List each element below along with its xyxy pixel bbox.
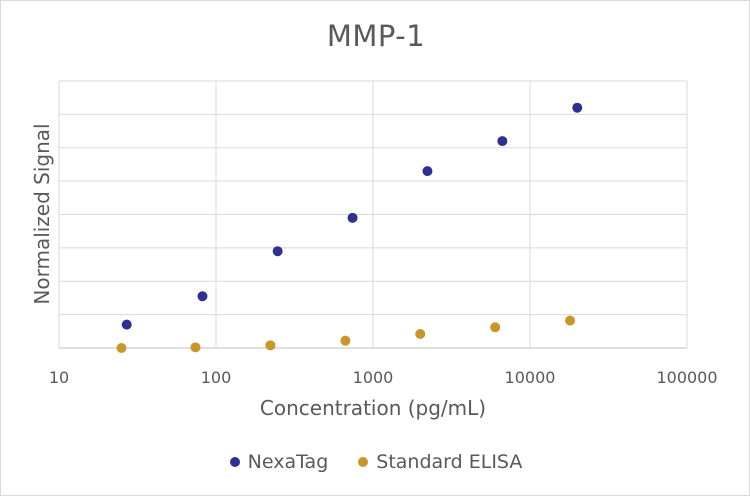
scatter-plot: 10 100 1000 10000 100000 Concentration (pg/m… [30, 80, 718, 420]
legend-label-nexatag: NexaTag [247, 451, 329, 473]
x-tick-labels: 10 100 1000 10000 100000 [49, 368, 718, 387]
point-nexatag [347, 212, 358, 223]
chart-title: MMP-1 [326, 19, 426, 53]
point-nexatag [497, 136, 508, 147]
point-standard-elisa [490, 322, 501, 333]
point-nexatag [422, 166, 433, 177]
legend: NexaTag Standard ELISA [1, 451, 750, 473]
legend-label-standard-elisa: Standard ELISA [376, 451, 523, 473]
y-axis-label: Normalized Signal [30, 123, 54, 304]
point-standard-elisa [190, 342, 201, 353]
point-nexatag [197, 291, 208, 302]
point-nexatag [572, 102, 583, 113]
point-nexatag [121, 319, 132, 330]
point-standard-elisa [340, 335, 351, 346]
point-nexatag [272, 246, 283, 257]
x-tick-label: 10000 [505, 368, 556, 387]
grid [58, 80, 688, 349]
point-standard-elisa [265, 340, 276, 351]
data-points [116, 102, 583, 353]
legend-item-standard-elisa: Standard ELISA [358, 451, 522, 473]
x-tick-label: 100 [201, 368, 232, 387]
x-tick-label: 1000 [353, 368, 394, 387]
point-standard-elisa [565, 315, 576, 326]
legend-swatch-standard-elisa [358, 457, 369, 467]
x-tick-label: 10 [49, 368, 69, 387]
point-standard-elisa [116, 343, 127, 353]
legend-item-nexatag: NexaTag [229, 451, 329, 473]
point-standard-elisa [415, 328, 426, 339]
legend-swatch-nexatag [229, 457, 240, 467]
x-axis-label: Concentration (pg/mL) [260, 396, 486, 420]
x-tick-label: 100000 [656, 368, 717, 387]
